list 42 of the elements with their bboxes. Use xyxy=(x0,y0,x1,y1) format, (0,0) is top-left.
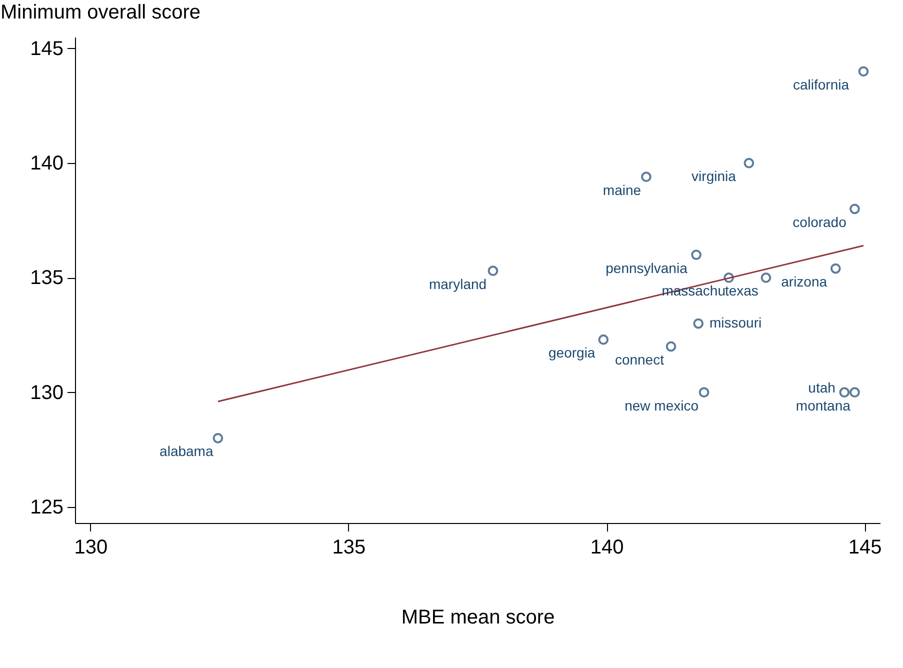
x-tick-label: 130 xyxy=(74,536,108,558)
point xyxy=(830,263,841,274)
annotation: georgia xyxy=(548,344,596,361)
point xyxy=(760,272,772,283)
annotation: utah xyxy=(808,379,836,396)
point xyxy=(698,387,710,398)
y-tick-label: 130 xyxy=(30,382,64,404)
y-tick-label: 140 xyxy=(30,152,64,175)
annotation: missouri xyxy=(709,314,762,331)
annotation: new mexico xyxy=(624,397,699,414)
point xyxy=(641,172,652,182)
annotation: pennsylvania xyxy=(606,260,688,276)
y-tick-label: 145 xyxy=(30,38,64,60)
y-tick-label: 125 xyxy=(30,496,64,518)
point xyxy=(598,334,609,345)
annotation: montana xyxy=(796,397,851,414)
annotation: arizona xyxy=(781,274,828,290)
point xyxy=(691,250,702,260)
annotation: connect xyxy=(614,351,664,368)
point xyxy=(488,266,498,276)
point xyxy=(850,387,860,398)
point xyxy=(666,341,676,352)
y-axis-title: Minimum overall score xyxy=(0,2,201,24)
point xyxy=(212,433,224,444)
x-tick-label: 140 xyxy=(590,536,624,558)
point xyxy=(858,66,869,77)
point xyxy=(724,272,734,283)
point xyxy=(744,158,754,168)
point xyxy=(839,387,850,398)
annotation: maine xyxy=(602,182,642,198)
x-tick-label: 135 xyxy=(332,536,366,558)
x-axis-title: MBE mean score xyxy=(401,606,555,628)
point xyxy=(850,204,860,214)
point xyxy=(693,318,704,329)
y-tick-label: 135 xyxy=(30,267,64,290)
annotation: texas xyxy=(724,282,758,299)
annotation: colorado xyxy=(792,214,847,230)
annotation: alabama xyxy=(160,443,214,460)
annotation: maryland xyxy=(428,276,487,292)
annotation: california xyxy=(792,76,850,92)
x-tick-label: 145 xyxy=(848,536,882,558)
annotation: virginia xyxy=(692,168,736,184)
